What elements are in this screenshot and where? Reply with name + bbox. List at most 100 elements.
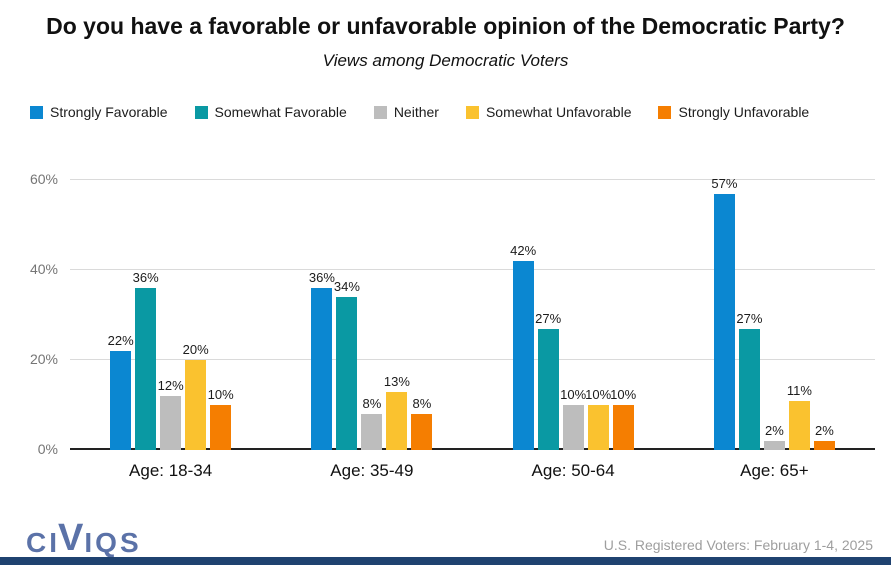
chart-title: Do you have a favorable or unfavorable o… (46, 13, 845, 39)
legend-swatch-strongly-favorable (30, 105, 43, 119)
bar-rect (110, 351, 132, 450)
bar-somewhat-unfavorable-age-50-64: 10% (585, 387, 612, 450)
bar-value-label: 12% (157, 378, 184, 393)
bar-strongly-unfavorable-age-35-49: 8% (411, 396, 433, 450)
legend-item-somewhat-unfavorable: Somewhat Unfavorable (465, 104, 632, 120)
bar-rect (813, 441, 835, 450)
bar-rect (788, 400, 810, 450)
bar-value-label: 2% (814, 423, 834, 438)
bar-value-label: 36% (308, 270, 335, 285)
logo-letter: S (119, 526, 142, 558)
bar-rect (738, 328, 760, 450)
bar-value-label: 8% (362, 396, 382, 411)
bar-somewhat-unfavorable-age-65-: 11% (786, 382, 812, 450)
x-axis-label-age-18-34: Age: 18-34 (129, 461, 213, 480)
logo-letter: Q (95, 526, 120, 558)
bar-rect (361, 414, 383, 450)
y-tick-40: 40% (29, 261, 58, 277)
x-axis-line (70, 448, 875, 450)
bar-neither-age-65-: 2% (763, 423, 785, 450)
bar-group-age-18-34: 22% 36% 12% 20% 10% Age: 18-34 (70, 150, 271, 480)
bar-somewhat-favorable-age-65-: 27% (736, 310, 763, 450)
bar-somewhat-favorable-age-50-64: 27% (535, 310, 562, 450)
x-axis-label-age-50-64: Age: 50-64 (531, 461, 615, 480)
bar-somewhat-unfavorable-age-35-49: 13% (383, 373, 410, 450)
legend-item-strongly-favorable: Strongly Favorable (30, 104, 168, 120)
grid-line-60 (70, 179, 875, 180)
bar-strongly-unfavorable-age-18-34: 10% (207, 387, 234, 450)
bar-group-age-35-49: 36% 34% 8% 13% 8% Age: 35-49 (271, 150, 472, 480)
logo-letter: V (58, 516, 87, 559)
bar-rect (185, 360, 207, 450)
bar-value-label: 34% (333, 279, 360, 294)
bar-value-label: 27% (736, 310, 763, 326)
legend-label: Somewhat Unfavorable (485, 104, 632, 120)
bar-rect (587, 405, 609, 450)
bar-rect (135, 288, 157, 450)
bar-rect (562, 405, 584, 450)
logo-letter: I (49, 526, 61, 558)
logo-letter: I (84, 526, 96, 558)
bar-rect (311, 288, 333, 450)
bar-value-label: 10% (560, 387, 587, 402)
bar-rect (210, 405, 232, 450)
bar-neither-age-35-49: 8% (361, 396, 383, 450)
legend-label: Strongly Unfavorable (678, 104, 810, 120)
legend-label: Neither (393, 104, 439, 120)
y-tick-20: 20% (29, 351, 58, 367)
bar-rect (411, 414, 433, 450)
bar-somewhat-unfavorable-age-18-34: 20% (182, 342, 209, 450)
x-axis-label-age-65-: Age: 65+ (740, 461, 809, 480)
bar-rect (386, 391, 408, 450)
legend-item-neither: Neither (373, 104, 439, 120)
bar-value-label: 42% (510, 243, 537, 258)
bar-group-age-50-64: 42% 27% 10% 10% 10% Age: 50-64 (473, 150, 674, 480)
x-axis-label-age-35-49: Age: 35-49 (330, 461, 414, 480)
bar-value-label: 36% (132, 270, 159, 285)
bar-strongly-favorable-age-18-34: 22% (107, 333, 134, 450)
legend-item-somewhat-favorable: Somewhat Favorable (194, 104, 347, 120)
bar-somewhat-favorable-age-35-49: 34% (333, 279, 360, 450)
y-tick-60: 60% (29, 171, 58, 187)
bar-value-label: 8% (412, 396, 432, 411)
chart-subtitle: Views among Democratic Voters (322, 51, 569, 70)
bar-rect (512, 261, 534, 450)
bar-neither-age-18-34: 12% (157, 378, 184, 450)
bar-value-label: 22% (107, 333, 134, 348)
legend-swatch-neither (373, 105, 387, 119)
bar-value-label: 27% (535, 310, 562, 326)
bar-rect (537, 328, 559, 450)
source-note: U.S. Registered Voters: February 1-4, 20… (603, 537, 873, 553)
bar-strongly-unfavorable-age-65-: 2% (813, 423, 835, 450)
y-tick-0: 0% (37, 441, 58, 457)
legend-swatch-somewhat-favorable (194, 105, 208, 119)
bar-value-label: 11% (786, 382, 812, 398)
bottom-accent-bar (0, 557, 891, 565)
bar-value-label: 10% (207, 387, 234, 402)
legend-swatch-somewhat-unfavorable (465, 105, 479, 119)
bar-rect (160, 396, 182, 450)
bar-neither-age-50-64: 10% (560, 387, 587, 450)
bar-value-label: 57% (711, 175, 738, 191)
grid-line-40 (70, 269, 875, 270)
bar-rect (612, 405, 634, 450)
bar-value-label: 20% (182, 342, 209, 357)
legend-label: Strongly Favorable (50, 104, 168, 120)
bar-rect (336, 297, 358, 450)
bar-value-label: 2% (764, 423, 784, 438)
bar-value-label: 13% (383, 373, 410, 389)
bar-somewhat-favorable-age-18-34: 36% (132, 270, 159, 450)
bar-strongly-favorable-age-65-: 57% (711, 175, 738, 450)
logo-letter: C (26, 526, 50, 558)
plot-area: 0% 20% 40% 60% 22% 36% 12% 20% 10% Age: 18-34 36% 3… (30, 150, 875, 480)
bar-strongly-favorable-age-35-49: 36% (308, 270, 335, 450)
bar-groups: 22% 36% 12% 20% 10% Age: 18-34 36% 34% 8% 13% 8% Ag… (70, 150, 875, 480)
grid-line-20 (70, 359, 875, 360)
bar-group-age-65-: 57% 27% 2% 11% 2% Age: 65+ (674, 150, 875, 480)
legend-item-strongly-unfavorable: Strongly Unfavorable (658, 104, 809, 120)
legend-label: Somewhat Favorable (214, 104, 347, 120)
legend: Strongly Favorable Somewhat Favorable Neit… (30, 104, 891, 120)
bar-value-label: 10% (585, 387, 612, 402)
